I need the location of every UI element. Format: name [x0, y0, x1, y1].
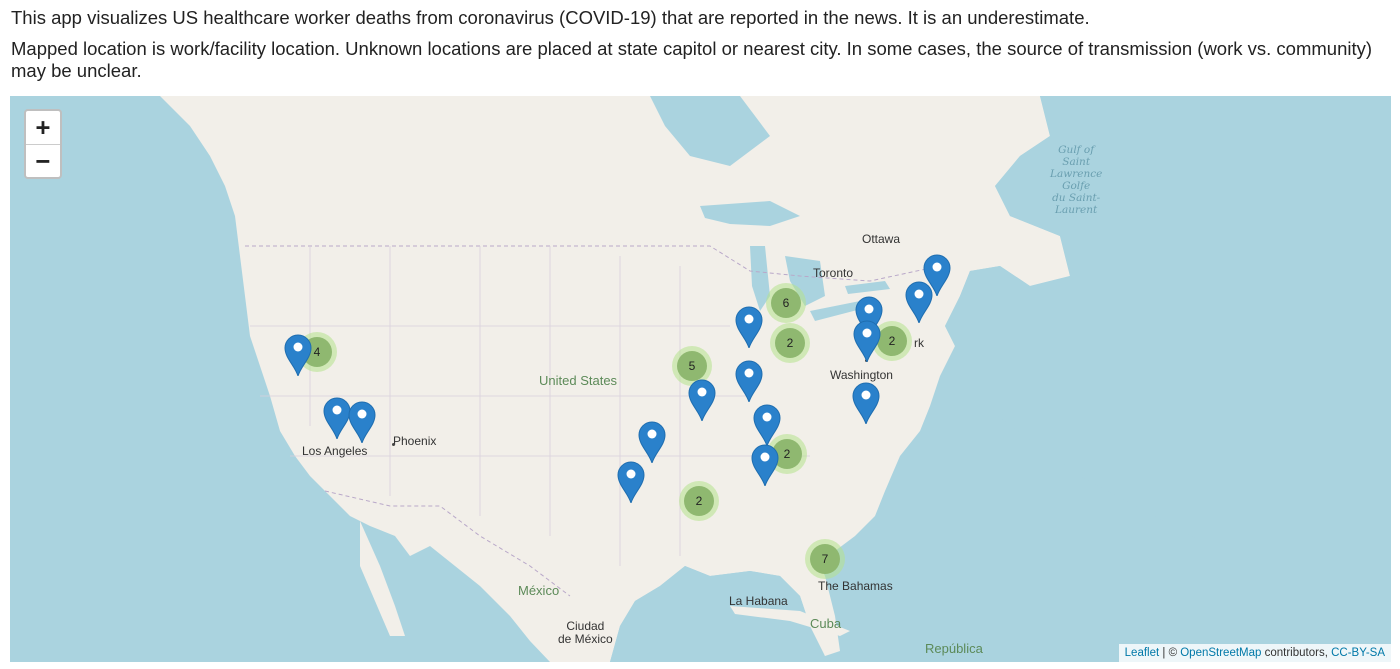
cluster-florida[interactable]: 7 [805, 539, 845, 579]
marker-pin-los-angeles-2[interactable] [348, 401, 376, 443]
cluster-count: 5 [677, 351, 707, 381]
label-mexico: México [518, 583, 559, 598]
label-phoenix: Phoenix [393, 434, 436, 448]
label-la-habana: La Habana [729, 594, 788, 608]
intro-line-1: This app visualizes US healthcare worker… [11, 7, 1391, 29]
map-attribution: Leaflet | © OpenStreetMap contributors, … [1119, 644, 1391, 662]
intro-line-2: Mapped location is work/facility locatio… [11, 38, 1391, 82]
label-washington: Washington [830, 368, 893, 382]
marker-pin-indianapolis[interactable] [735, 360, 763, 402]
zoom-control: + − [24, 109, 62, 179]
cluster-count: 6 [771, 288, 801, 318]
cluster-count: 7 [810, 544, 840, 574]
marker-pin-northern-california[interactable] [284, 334, 312, 376]
label-ciudad-de-mexico: Ciudad de México [558, 620, 613, 646]
marker-pin-boston-north[interactable] [923, 254, 951, 296]
cluster-count: 2 [775, 328, 805, 358]
zoom-out-button[interactable]: − [26, 145, 60, 178]
license-link[interactable]: CC-BY-SA [1331, 647, 1385, 659]
attribution-contributors: contributors, [1261, 647, 1331, 659]
marker-pin-chicago[interactable] [735, 306, 763, 348]
marker-pin-houston[interactable] [617, 461, 645, 503]
marker-pin-memphis[interactable] [688, 379, 716, 421]
label-york-fragment: rk [914, 336, 924, 350]
leaflet-link[interactable]: Leaflet [1125, 647, 1160, 659]
cluster-count: 2 [684, 486, 714, 516]
label-toronto: Toronto [813, 266, 853, 280]
intro: This app visualizes US healthcare worker… [11, 7, 1391, 91]
marker-pin-new-jersey[interactable] [853, 320, 881, 362]
openstreetmap-link[interactable]: OpenStreetMap [1180, 647, 1261, 659]
label-the-bahamas: The Bahamas [818, 579, 893, 593]
label-republica: República [925, 641, 983, 656]
label-united-states: United States [539, 373, 617, 388]
marker-pin-tennessee[interactable] [753, 404, 781, 446]
phoenix-dot [392, 443, 395, 446]
cluster-ohio[interactable]: 2 [770, 323, 810, 363]
marker-pin-los-angeles-1[interactable] [323, 397, 351, 439]
cluster-louisiana[interactable]: 2 [679, 481, 719, 521]
label-ottawa: Ottawa [862, 232, 900, 246]
marker-pin-virginia[interactable] [852, 382, 880, 424]
label-gulf-st-lawrence: Gulf of Saint Lawrence Golfe du Saint- L… [1050, 144, 1102, 216]
map-container[interactable]: Gulf of Saint Lawrence Golfe du Saint- L… [10, 96, 1391, 662]
attribution-separator: | © [1159, 647, 1180, 659]
label-cuba: Cuba [810, 616, 841, 631]
cluster-michigan[interactable]: 6 [766, 283, 806, 323]
label-los-angeles: Los Angeles [302, 444, 367, 458]
zoom-in-button[interactable]: + [26, 111, 60, 145]
marker-pin-shreveport[interactable] [638, 421, 666, 463]
marker-pin-atlanta[interactable] [751, 444, 779, 486]
